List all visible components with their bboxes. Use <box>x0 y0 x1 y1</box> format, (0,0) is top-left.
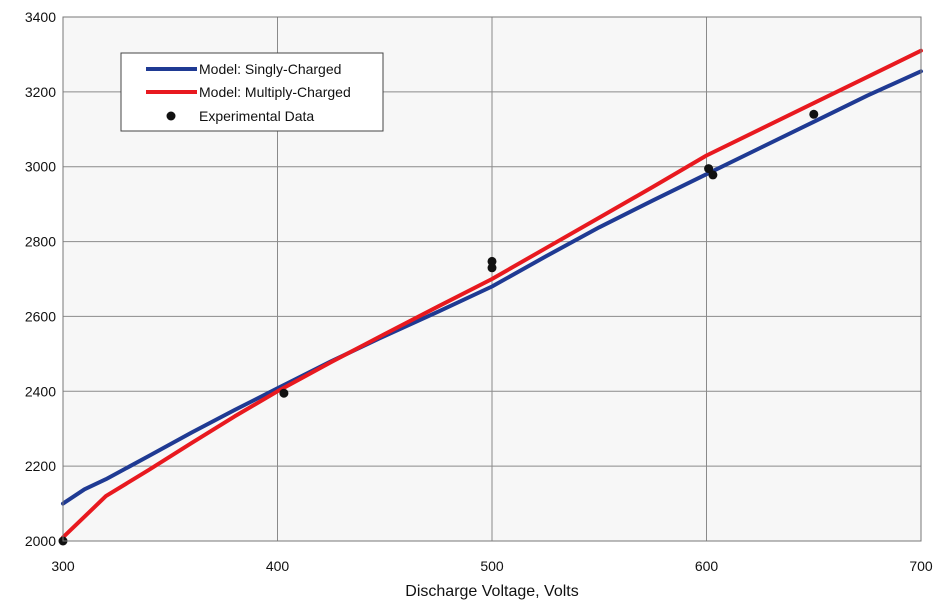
x-tick-label: 400 <box>266 558 290 574</box>
x-tick-label: 600 <box>695 558 719 574</box>
legend-label-singly-charged: Model: Singly-Charged <box>199 61 341 77</box>
y-tick-label: 2600 <box>25 308 56 324</box>
y-tick-label: 2000 <box>25 533 56 549</box>
y-tick-label: 3400 <box>25 9 56 25</box>
y-tick-label: 3200 <box>25 84 56 100</box>
y-tick-label: 2200 <box>25 458 56 474</box>
legend-label-experimental: Experimental Data <box>199 108 314 124</box>
experimental-point <box>487 256 497 266</box>
experimental-point <box>704 164 714 174</box>
x-tick-label: 500 <box>480 558 504 574</box>
x-tick-label: 700 <box>909 558 933 574</box>
legend-marker-experimental <box>166 111 176 121</box>
y-tick-label: 2400 <box>25 383 56 399</box>
plot-frame <box>62 16 922 542</box>
x-tick-labels: 300 400 500 600 700 <box>51 558 933 574</box>
experimental-points <box>58 109 819 546</box>
legend: Model: Singly-Charged Model: Multiply-Ch… <box>120 52 384 132</box>
series-line-singly-charged <box>61 69 923 506</box>
experimental-point <box>279 388 289 398</box>
y-tick-label: 3000 <box>25 159 56 175</box>
x-axis-label: Discharge Voltage, Volts <box>405 583 578 600</box>
legend-label-multiply-charged: Model: Multiply-Charged <box>199 84 351 100</box>
y-tick-labels: 2000 2200 2400 2600 2800 3000 3200 3400 <box>25 9 56 549</box>
experimental-point <box>708 170 718 180</box>
series-lines <box>61 48 923 540</box>
experimental-point <box>809 109 819 119</box>
x-tick-label: 300 <box>51 558 75 574</box>
series-line-multiply-charged <box>61 48 923 540</box>
y-tick-label: 2800 <box>25 234 56 250</box>
experimental-point <box>487 263 497 273</box>
